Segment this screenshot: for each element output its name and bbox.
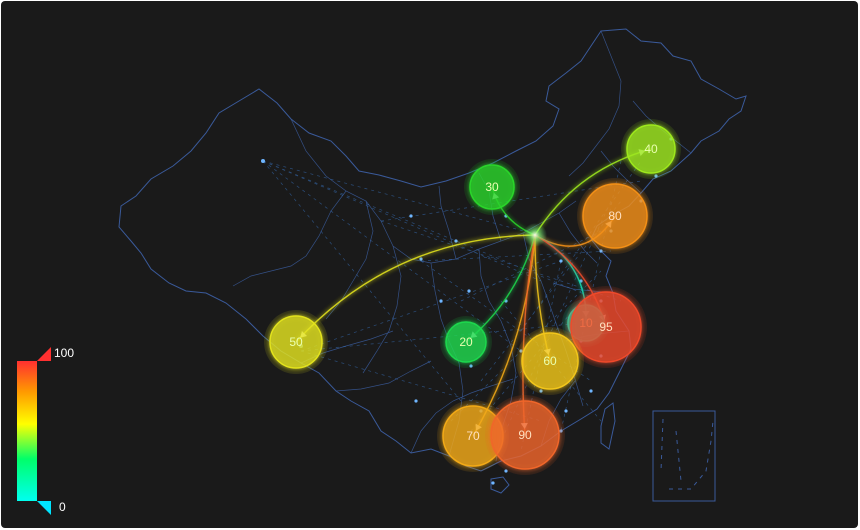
bubble-wuhan[interactable] [445, 321, 487, 363]
country-outline [118, 28, 747, 472]
visual-map-bar [17, 361, 37, 501]
bubble-value-label-harbin: 40 [644, 142, 658, 156]
bubble-shanghai[interactable] [570, 291, 642, 363]
bubble-value-label-chengdu: 50 [289, 335, 303, 349]
bubble-value-label-dalian: 80 [608, 209, 622, 223]
china-map [118, 28, 747, 502]
bubble-value-label-nanchang: 60 [543, 354, 557, 368]
origin-point [523, 223, 547, 247]
visual-map-min-label: 0 [59, 500, 66, 514]
visual-map-max-label: 100 [54, 346, 74, 360]
bubble-dalian[interactable] [582, 183, 648, 249]
hainan-island [490, 476, 510, 494]
province-borders [232, 118, 630, 462]
taiwan-island [600, 402, 616, 450]
visual-map-max-handle[interactable] [37, 347, 51, 361]
visual-map-min-handle[interactable] [37, 501, 51, 515]
bubble-harbin[interactable] [626, 124, 676, 174]
bubble-value-label-guangzhou: 70 [466, 429, 480, 443]
bubble-value-label-beijing: 30 [485, 180, 499, 194]
inset-dashes [660, 418, 714, 490]
bubble-value-label-xiamen: 90 [518, 428, 532, 442]
bubble-value-label-wuhan: 20 [459, 335, 473, 349]
bubble-chengdu[interactable] [269, 315, 323, 369]
bubble-xiamen[interactable] [490, 400, 560, 470]
bubble-nanchang[interactable] [521, 332, 579, 390]
flow-line-chengdu [295, 234, 536, 343]
bubble-value-label-shanghai: 95 [599, 320, 613, 334]
bubble-beijing[interactable] [469, 164, 515, 210]
bubbles: 30408050201095607090 [264, 119, 681, 475]
visual-map-legend[interactable]: 100 0 [17, 346, 74, 515]
south-china-sea-inset [652, 410, 716, 502]
